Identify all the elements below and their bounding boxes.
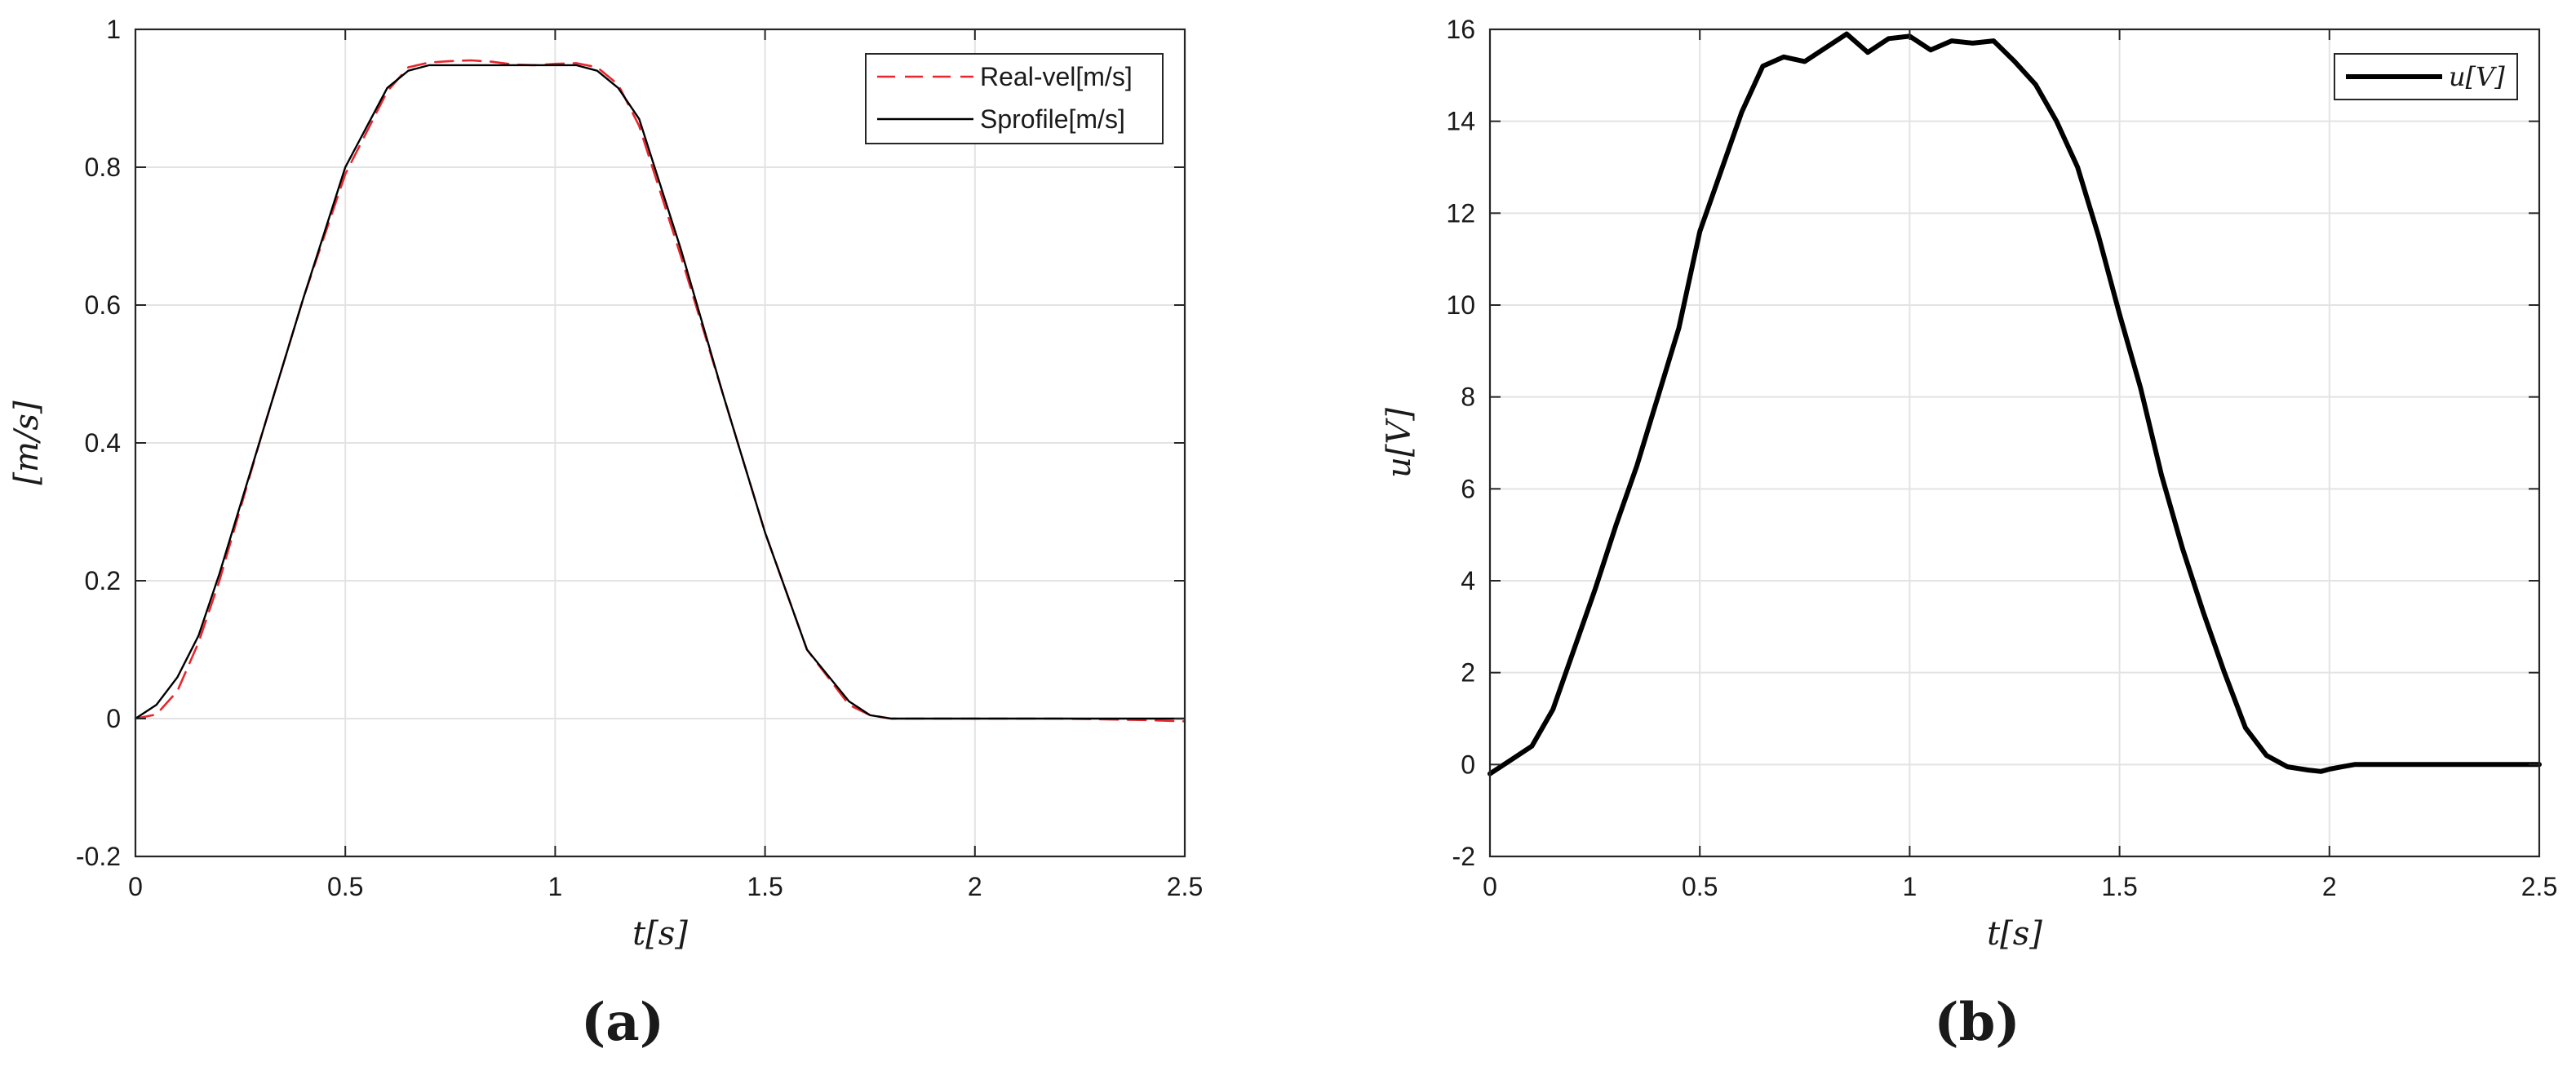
y-tick-label: 14 [1446,107,1475,136]
legend-label: Sprofile[m/s] [980,104,1125,134]
x-tick-label: 0 [1483,872,1497,901]
series-line-sprofile-m-s [134,64,1186,720]
y-tick-label: 6 [1461,474,1475,503]
y-tick-label: -0.2 [76,842,121,871]
y-tick-label: 0.6 [85,290,121,320]
chart-b: 0 0.5 1 1.5 2 2.5 -2 0 2 4 6 8 10 12 14 16 t[s] u[V] u[V] (… [1381,15,2557,1053]
x-tick-label: 0.5 [1682,872,1718,901]
y-tick-label: 0.2 [85,566,121,595]
panel-caption: (a) [581,992,664,1053]
y-axis-label: [m/s] [8,400,46,485]
y-axis-label: u[V] [1381,408,1418,478]
plot-area [1490,29,2539,856]
legend-label: u[V] [2449,61,2505,92]
y-tick-label: 16 [1446,15,1475,44]
x-tick-label: 2 [968,872,982,901]
legend: Real-vel[m/s] Sprofile[m/s] [865,53,1164,144]
y-tick-label: 0 [106,704,121,733]
y-tick-label: 10 [1446,290,1475,320]
y-tick-label: 1 [106,15,121,44]
x-tick-label: 2.5 [2521,872,2557,901]
x-tick-label: 1 [548,872,563,901]
x-tick-label: 2.5 [1167,872,1203,901]
x-axis-label: t[s] [1987,915,2042,953]
legend-label: Real-vel[m/s] [980,62,1133,91]
x-tick-label: 2 [2322,872,2337,901]
y-tick-label: 4 [1461,566,1475,595]
y-tick-label: 0 [1461,750,1475,779]
y-tick-label: 12 [1446,198,1475,228]
x-axis-label: t[s] [632,915,688,953]
legend-box [865,53,1164,144]
y-tick-label: 0.4 [85,428,121,458]
x-tick-label: 1 [1903,872,1918,901]
x-tick-label: 0 [128,872,143,901]
axes-box [1488,28,2541,858]
y-tick-label: 2 [1461,658,1475,688]
y-tick-label: 8 [1461,383,1475,412]
panel-caption: (b) [1934,992,2020,1053]
x-tick-label: 1.5 [2101,872,2137,901]
y-tick-label: 0.8 [85,153,121,182]
x-tick-label: 1.5 [747,872,783,901]
series-line-u-v [1488,31,2542,776]
x-tick-label: 0.5 [327,872,363,901]
y-tick-label: -2 [1452,842,1475,871]
legend: u[V] [2334,53,2518,100]
chart-a: 0 0.5 1 1.5 2 2.5-0.200.20.40.60.81t[s][m/s]R… [8,15,1203,1053]
